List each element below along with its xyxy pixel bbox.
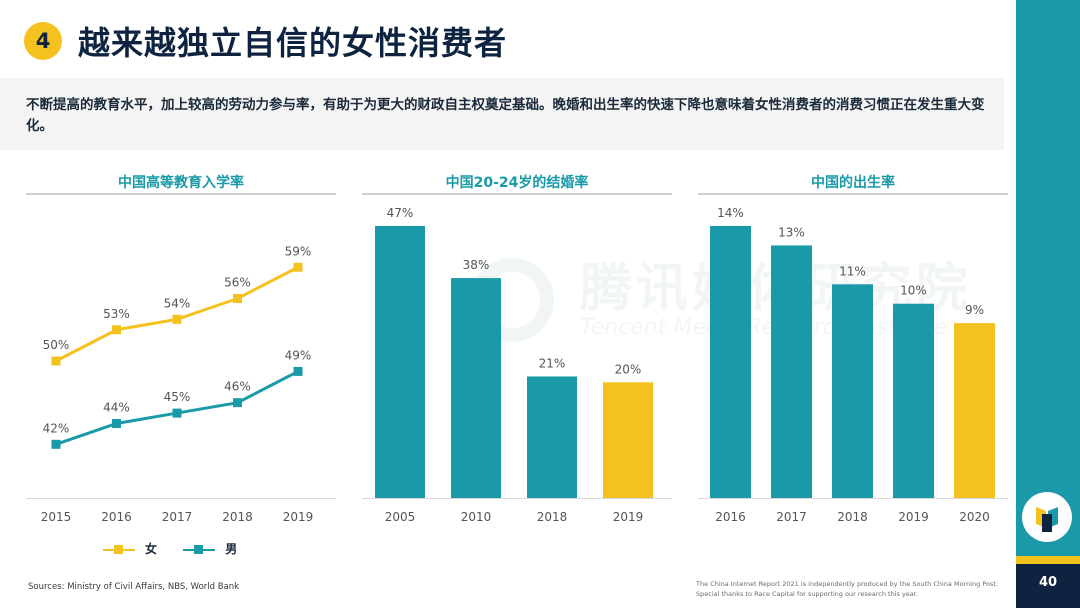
bar (832, 284, 873, 498)
bar (771, 245, 812, 498)
chart-2-title: 中国20-24岁的结婚率 (445, 175, 589, 191)
x-tick-label: 2016 (101, 510, 132, 524)
bar (954, 323, 995, 498)
page-number: 40 (1038, 575, 1058, 590)
x-tick-label: 2019 (898, 510, 929, 524)
legend-item-female: 女 (103, 540, 157, 557)
chart-1-title-rule (26, 193, 336, 195)
legend-label-female: 女 (145, 542, 158, 556)
chart-2-title-rule (362, 193, 672, 195)
series-line-2 (55, 370, 299, 446)
bar-data-label: 10% (900, 284, 927, 298)
series-2-point (172, 408, 182, 418)
series-2-data-label: 46% (224, 380, 251, 394)
chart-2-bar-chart: 47% 2005 38% 2010 21% 2018 20% 2019 (375, 206, 653, 524)
bar (375, 226, 425, 498)
bar-data-label: 9% (965, 303, 984, 317)
x-tick-label: 2020 (959, 510, 990, 524)
bar-data-label: 21% (539, 356, 566, 370)
chart-2-x-axis (362, 498, 672, 499)
chart-1-line-chart: 50% 53% 54% 56% 59% 42% 44% 45% 46% 49% 2015 2016 20… (41, 244, 314, 524)
sidebar-footer (1016, 564, 1080, 608)
series-2-point (51, 439, 61, 449)
series-1-point (293, 262, 303, 272)
bar (603, 382, 653, 498)
chart-3-title: 中国的出生率 (811, 175, 895, 191)
series-1-data-label: 54% (164, 296, 191, 310)
chart-3-x-axis (698, 498, 1008, 499)
series-1-point (172, 314, 182, 324)
page-title: 越来越独立自信的女性消费者 (78, 24, 508, 62)
publisher-logo-icon (1022, 492, 1072, 542)
legend-swatch-male (183, 544, 216, 554)
x-tick-label: 2010 (461, 510, 492, 524)
series-1-data-label: 50% (43, 338, 70, 352)
x-tick-label: 2017 (776, 510, 807, 524)
sources-note: Sources: Ministry of Civil Affairs, NBS,… (28, 582, 240, 592)
series-line-1 (55, 265, 299, 363)
series-2-data-label: 42% (43, 421, 70, 435)
x-tick-label: 2015 (41, 510, 72, 524)
bar-data-label: 14% (717, 206, 744, 220)
disclaimer-line-1: The China Internet Report 2021 is indepe… (696, 580, 999, 588)
legend-swatch-female (103, 544, 135, 554)
series-1-point (51, 356, 61, 366)
x-tick-label: 2018 (837, 510, 868, 524)
intro-box (0, 78, 1004, 150)
chart-1-legend: 女 男 (103, 540, 259, 557)
x-tick-label: 2018 (222, 510, 253, 524)
series-2-point (112, 419, 121, 428)
x-tick-label: 2005 (385, 510, 416, 524)
bar-data-label: 38% (463, 258, 490, 272)
series-1-point (233, 294, 242, 303)
series-1-data-label: 59% (285, 244, 312, 258)
x-tick-label: 2019 (283, 510, 314, 524)
intro-text: 不断提高的教育水平，加上较高的劳动力参与率，有助于为更大的财政自主权奠定基础。晚… (26, 97, 985, 134)
chart-1-title: 中国高等教育入学率 (118, 175, 244, 191)
series-1-point (112, 325, 121, 335)
bar-data-label: 11% (839, 264, 866, 278)
series-2-point (233, 398, 242, 408)
series-2-data-label: 49% (285, 348, 312, 362)
disclaimer-line-2: Special thanks to Race Capital for suppo… (696, 590, 918, 598)
x-tick-label: 2016 (715, 510, 746, 524)
bar (451, 278, 501, 498)
x-tick-label: 2017 (162, 510, 193, 524)
disclaimer: The China Internet Report 2021 is indepe… (696, 579, 998, 599)
x-tick-label: 2019 (613, 510, 644, 524)
watermark-en: Tencent Media Research Institute (580, 315, 948, 340)
series-1-data-label: 53% (103, 307, 130, 321)
series-2-data-label: 44% (103, 401, 130, 415)
chart-1-x-axis (26, 498, 336, 499)
sidebar-accent-stripe (1016, 556, 1080, 564)
bar (893, 303, 934, 498)
bar (527, 376, 577, 498)
bar-data-label: 20% (615, 362, 642, 376)
chart-3-title-rule (698, 193, 1008, 195)
bar-data-label: 47% (387, 206, 414, 220)
x-tick-label: 2018 (537, 510, 568, 524)
bar (710, 226, 751, 498)
legend-item-male: 男 (183, 540, 237, 557)
bar-data-label: 13% (778, 225, 805, 239)
series-1-data-label: 56% (224, 276, 251, 290)
chart-3-bar-chart: 14% 2016 13% 2017 11% 2018 10% 2019 9% 2020 (710, 206, 995, 524)
legend-label-male: 男 (225, 542, 238, 556)
series-2-point (293, 366, 303, 376)
series-2-data-label: 45% (164, 390, 191, 404)
section-number-badge: 4 (24, 22, 62, 60)
